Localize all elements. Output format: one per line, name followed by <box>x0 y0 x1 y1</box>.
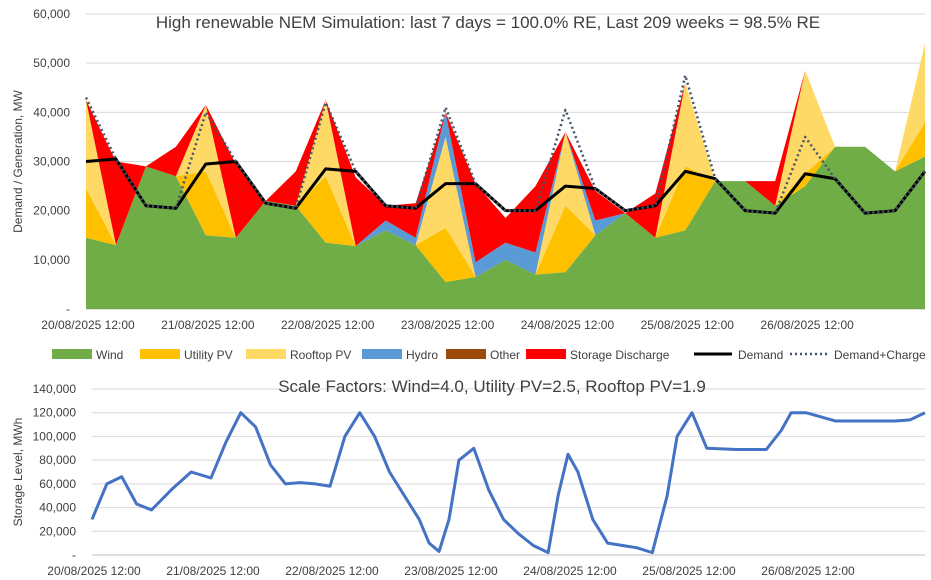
legend-label: Utility PV <box>184 348 233 362</box>
legend-swatch-wind <box>52 349 92 359</box>
line-demand-charge <box>84 74 926 215</box>
y-tick-label: 80,000 <box>39 453 76 467</box>
x-tick-label: 26/08/2025 12:00 <box>760 318 854 332</box>
x-tick-label: 22/08/2025 12:00 <box>285 564 379 578</box>
legend-swatch-other <box>446 349 486 359</box>
x-tick-label: 21/08/2025 12:00 <box>166 564 260 578</box>
x-tick-label: 20/08/2025 12:00 <box>47 564 141 578</box>
y-tick-label: - <box>72 548 76 562</box>
line-storage-level <box>90 411 926 555</box>
chart-title: Scale Factors: Wind=4.0, Utility PV=2.5,… <box>278 377 706 396</box>
legend-label: Wind <box>96 348 123 362</box>
legend-label: Hydro <box>406 348 438 362</box>
x-tick-label: 23/08/2025 12:00 <box>401 318 495 332</box>
y-tick-label: 40,000 <box>39 501 76 515</box>
legend-swatch-hydro <box>362 349 402 359</box>
y-tick-label: 30,000 <box>33 155 70 169</box>
legend-label: Demand <box>738 348 783 362</box>
x-tick-label: 25/08/2025 12:00 <box>642 564 736 578</box>
y-axis-label: Demand / Generation, MW <box>11 89 25 232</box>
x-tick-label: 20/08/2025 12:00 <box>41 318 135 332</box>
y-tick-label: 50,000 <box>33 56 70 70</box>
legend-label: Other <box>490 348 520 362</box>
y-tick-label: 60,000 <box>33 7 70 21</box>
x-tick-label: 25/08/2025 12:00 <box>641 318 735 332</box>
x-tick-label: 22/08/2025 12:00 <box>281 318 375 332</box>
legend-label: Storage Discharge <box>570 348 670 362</box>
chart-title: High renewable NEM Simulation: last 7 da… <box>156 13 820 32</box>
y-tick-label: 20,000 <box>39 524 76 538</box>
x-tick-label: 24/08/2025 12:00 <box>521 318 615 332</box>
legend-swatch-utility-pv <box>140 349 180 359</box>
area-wind <box>86 146 925 309</box>
legend-label: Demand+Charge <box>834 348 926 362</box>
legend-swatch-storage-discharge <box>526 349 566 359</box>
y-tick-label: 10,000 <box>33 253 70 267</box>
y-tick-label: 60,000 <box>39 477 76 491</box>
x-tick-label: 26/08/2025 12:00 <box>761 564 855 578</box>
y-axis-label: Storage Level, MWh <box>11 418 25 527</box>
x-tick-label: 23/08/2025 12:00 <box>404 564 498 578</box>
y-tick-label: - <box>66 302 70 316</box>
y-tick-label: 120,000 <box>33 406 77 420</box>
x-tick-label: 21/08/2025 12:00 <box>161 318 255 332</box>
y-tick-label: 20,000 <box>33 204 70 218</box>
x-tick-label: 24/08/2025 12:00 <box>523 564 617 578</box>
y-tick-label: 140,000 <box>33 382 77 396</box>
y-tick-label: 40,000 <box>33 105 70 119</box>
y-tick-label: 100,000 <box>33 429 77 443</box>
legend-swatch-rooftop-pv <box>246 349 286 359</box>
legend-label: Rooftop PV <box>290 348 351 362</box>
area-storage-discharge <box>86 43 925 263</box>
